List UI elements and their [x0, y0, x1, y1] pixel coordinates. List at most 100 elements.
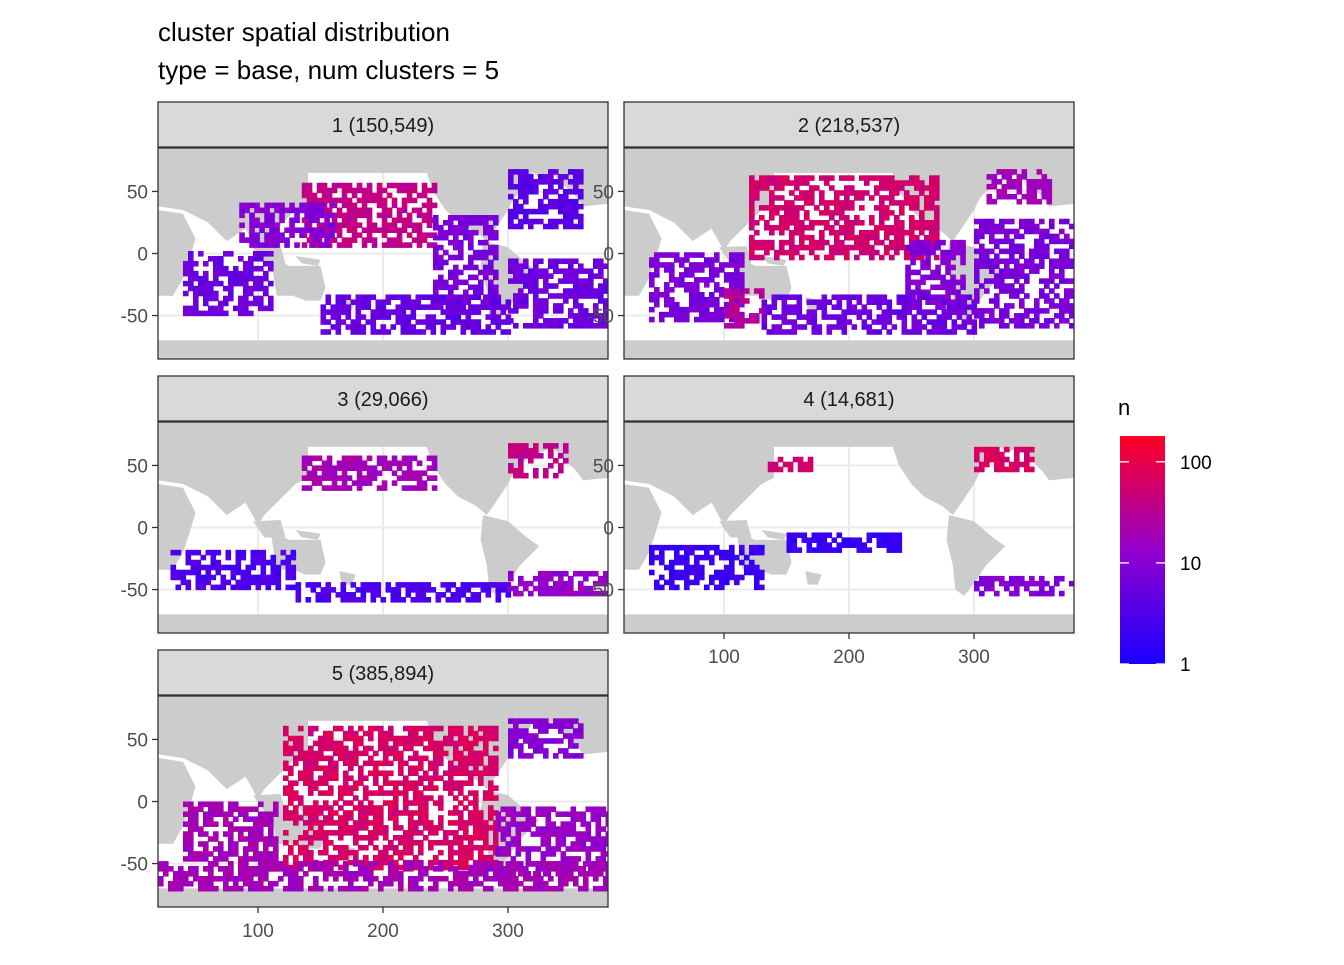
- density-cell: [308, 885, 314, 892]
- density-cell: [215, 559, 222, 566]
- density-cell: [495, 319, 502, 325]
- density-cell: [193, 851, 199, 857]
- density-cell: [393, 790, 399, 796]
- density-cell: [253, 885, 259, 892]
- density-cell: [864, 234, 870, 241]
- density-cell: [508, 718, 514, 724]
- density-cell: [308, 790, 314, 796]
- density-cell: [353, 854, 359, 861]
- density-cell: [886, 329, 893, 335]
- density-cell: [243, 826, 249, 832]
- density-cell: [984, 451, 990, 458]
- density-cell: [807, 456, 814, 463]
- density-cell: [906, 299, 913, 305]
- density-cell: [205, 569, 212, 576]
- density-cell: [789, 215, 795, 221]
- density-cell: [538, 723, 544, 729]
- density-cell: [1014, 258, 1020, 265]
- density-cell: [525, 826, 532, 832]
- density-cell: [406, 460, 413, 467]
- density-cell: [859, 195, 865, 201]
- density-cell: [343, 849, 349, 856]
- density-cell: [378, 735, 384, 742]
- density-cell: [575, 811, 582, 817]
- density-cell: [283, 839, 289, 846]
- density-cell: [1026, 179, 1033, 185]
- density-cell: [293, 755, 299, 762]
- density-cell: [228, 270, 234, 277]
- density-cell: [570, 811, 577, 817]
- density-cell: [935, 304, 941, 310]
- density-cell: [240, 549, 247, 556]
- density-cell: [729, 316, 735, 323]
- density-cell: [593, 580, 599, 587]
- density-cell: [595, 836, 602, 842]
- density-cell: [684, 564, 690, 571]
- density-cell: [979, 233, 985, 240]
- density-cell: [699, 262, 705, 268]
- density-cell: [1034, 303, 1040, 309]
- density-cell: [1024, 223, 1030, 230]
- density-cell: [293, 820, 299, 826]
- density-cell: [784, 210, 790, 216]
- density-cell: [448, 830, 454, 836]
- density-cell: [689, 549, 695, 556]
- density-cell: [560, 836, 567, 842]
- density-cell: [699, 301, 705, 308]
- density-cell: [849, 205, 855, 211]
- density-cell: [974, 313, 980, 319]
- density-cell: [378, 745, 384, 752]
- density-cell: [548, 575, 554, 582]
- density-cell: [994, 318, 1000, 324]
- density-cell: [443, 234, 449, 241]
- density-cell: [346, 207, 353, 214]
- density-cell: [859, 244, 865, 251]
- density-cell: [749, 180, 755, 186]
- density-cell: [403, 760, 409, 767]
- density-cell: [306, 470, 313, 476]
- density-cell: [1059, 303, 1065, 309]
- density-cell: [413, 800, 419, 806]
- density-cell: [548, 723, 554, 729]
- density-cell: [175, 549, 182, 556]
- density-cell: [328, 755, 334, 762]
- density-cell: [193, 290, 199, 297]
- density-cell: [210, 549, 217, 556]
- density-cell: [473, 735, 479, 742]
- density-cell: [844, 219, 850, 226]
- density-cell: [836, 324, 843, 330]
- density-cell: [876, 532, 883, 539]
- density-cell: [308, 810, 314, 816]
- density-cell: [523, 866, 529, 872]
- density-cell: [999, 308, 1005, 314]
- density-cell: [914, 205, 920, 211]
- density-cell: [605, 861, 608, 867]
- density-cell: [769, 229, 775, 236]
- density-cell: [535, 806, 542, 813]
- density-cell: [383, 844, 389, 851]
- density-cell: [1029, 228, 1035, 235]
- density-cell: [283, 760, 289, 767]
- density-cell: [558, 208, 564, 215]
- density-cell: [1014, 243, 1020, 250]
- density-cell: [264, 222, 270, 229]
- density-cell: [994, 273, 1000, 279]
- density-cell: [426, 187, 433, 194]
- density-cell: [1034, 228, 1040, 235]
- density-cell: [874, 205, 880, 211]
- density-cell: [834, 210, 840, 216]
- density-cell: [694, 296, 700, 303]
- density-cell: [411, 475, 418, 481]
- density-cell: [193, 270, 199, 277]
- density-cell: [336, 475, 343, 481]
- density-cell: [288, 885, 294, 892]
- density-cell: [1064, 308, 1070, 314]
- density-cell: [925, 289, 931, 296]
- density-cell: [338, 835, 344, 841]
- density-cell: [580, 836, 587, 842]
- density-cell: [694, 262, 700, 268]
- density-cell: [1064, 318, 1070, 324]
- density-cell: [518, 268, 524, 274]
- density-cell: [278, 875, 284, 882]
